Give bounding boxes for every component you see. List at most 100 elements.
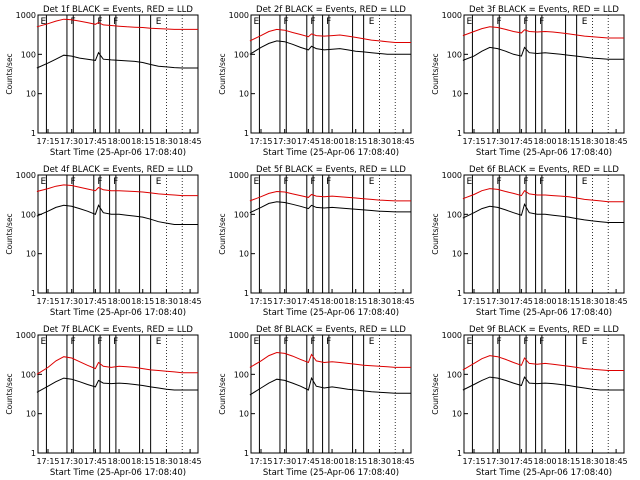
interval-marker: E [41, 17, 47, 27]
plot-frame [250, 174, 412, 294]
plot-frame [37, 334, 199, 454]
y-tick-label: 100 [21, 210, 36, 219]
x-tick-label: 17:45 [84, 457, 107, 466]
y-tick-label: 100 [447, 370, 462, 379]
x-tick-label: 18:30 [368, 137, 391, 146]
x-tick-label: 18:45 [392, 457, 415, 466]
interval-marker: F [284, 337, 289, 347]
series-line-events [36, 204, 198, 225]
series-line-lld [36, 356, 198, 375]
interval-marker: E [369, 337, 375, 347]
y-tick-label: 10 [239, 410, 249, 419]
y-tick-label: 1000 [229, 171, 249, 180]
interval-marker: E [467, 17, 473, 27]
y-tick-label: 1000 [16, 331, 36, 340]
y-tick-label: 10 [26, 410, 36, 419]
detector-panel: E F F F E 1 10 100 1000 17:15 17:30 17:45 18:00 18:15… [218, 5, 415, 158]
x-tick-label: 18:45 [392, 137, 415, 146]
x-tick-label: 17:45 [297, 457, 320, 466]
x-tick-label: 18:30 [368, 457, 391, 466]
x-tick-label: 18:30 [581, 297, 604, 306]
series-line-events [462, 46, 624, 61]
x-tick-label: 17:30 [486, 297, 509, 306]
interval-marker: F [97, 177, 102, 187]
chart-title: Det 6f BLACK = Events, RED = LLD [469, 165, 619, 175]
interval-marker: E [582, 177, 588, 187]
interval-marker: F [497, 17, 502, 27]
interval-marker: F [310, 17, 315, 27]
interval-marker: E [41, 337, 47, 347]
y-tick-label: 1000 [229, 11, 249, 20]
detector-panel: E F F F E 1 10 100 1000 17:15 17:30 17:45 18:00 18:15… [5, 165, 202, 318]
interval-marker: F [497, 337, 502, 347]
y-axis-label: Counts/sec [218, 373, 227, 414]
y-tick-label: 1 [457, 129, 462, 138]
detector-panel: E F F F E 1 10 100 1000 17:15 17:30 17:45 18:00 18:15… [5, 325, 202, 478]
interval-marker: E [254, 337, 260, 347]
y-tick-label: 1 [31, 129, 36, 138]
x-tick-label: 17:45 [297, 137, 320, 146]
x-tick-label: 17:15 [36, 297, 59, 306]
detector-panel: E F F F E 1 10 100 1000 17:15 17:30 17:45 18:00 18:15… [218, 165, 415, 318]
x-axis-label: Start Time (25-Apr-06 17:08:40) [476, 308, 612, 318]
interval-marker: F [71, 17, 76, 27]
x-tick-label: 17:30 [486, 457, 509, 466]
interval-marker: F [97, 17, 102, 27]
y-tick-label: 1 [31, 289, 36, 298]
y-tick-label: 1000 [442, 11, 462, 20]
x-tick-label: 18:15 [557, 457, 580, 466]
x-tick-label: 18:45 [179, 457, 202, 466]
series-line-lld [462, 355, 624, 371]
y-tick-label: 1 [457, 289, 462, 298]
plot-frame [463, 334, 625, 454]
x-tick-label: 18:30 [581, 137, 604, 146]
x-tick-label: 18:00 [321, 137, 344, 146]
interval-marker: F [284, 17, 289, 27]
interval-marker: F [326, 337, 331, 347]
x-tick-label: 17:30 [273, 457, 296, 466]
y-tick-label: 10 [26, 90, 36, 99]
y-axis-label: Counts/sec [218, 213, 227, 254]
interval-marker: E [467, 337, 473, 347]
plot-frame [37, 174, 199, 294]
x-axis-label: Start Time (25-Apr-06 17:08:40) [50, 148, 186, 158]
x-tick-label: 17:30 [60, 457, 83, 466]
interval-marker: E [254, 177, 260, 187]
x-tick-label: 17:30 [60, 137, 83, 146]
x-tick-label: 18:30 [155, 137, 178, 146]
plot-frame [463, 174, 625, 294]
x-tick-label: 17:15 [249, 297, 272, 306]
y-tick-label: 10 [452, 410, 462, 419]
x-tick-label: 17:15 [249, 137, 272, 146]
series-line-lld [36, 184, 198, 197]
x-tick-label: 18:00 [108, 137, 131, 146]
y-tick-label: 1 [244, 449, 249, 458]
x-tick-label: 18:15 [131, 457, 154, 466]
x-tick-label: 18:00 [321, 297, 344, 306]
y-axis-label: Counts/sec [218, 53, 227, 94]
x-axis-label: Start Time (25-Apr-06 17:08:40) [50, 308, 186, 318]
interval-marker: F [113, 337, 118, 347]
series-line-events [249, 201, 411, 214]
x-tick-label: 18:00 [534, 297, 557, 306]
y-tick-label: 1 [31, 449, 36, 458]
x-axis-label: Start Time (25-Apr-06 17:08:40) [263, 468, 399, 478]
x-tick-label: 18:00 [534, 457, 557, 466]
interval-marker: F [539, 337, 544, 347]
y-axis-label: Counts/sec [5, 373, 14, 414]
chart-title: Det 4f BLACK = Events, RED = LLD [43, 165, 193, 175]
interval-marker: F [71, 177, 76, 187]
x-tick-label: 17:30 [273, 297, 296, 306]
x-tick-label: 17:45 [84, 137, 107, 146]
x-tick-label: 18:45 [605, 297, 628, 306]
series-line-lld [249, 190, 411, 202]
x-axis-label: Start Time (25-Apr-06 17:08:40) [476, 468, 612, 478]
series-line-events [36, 377, 198, 393]
series-line-lld [249, 351, 411, 368]
x-axis-label: Start Time (25-Apr-06 17:08:40) [263, 308, 399, 318]
x-axis-label: Start Time (25-Apr-06 17:08:40) [50, 468, 186, 478]
y-tick-label: 10 [452, 250, 462, 259]
interval-marker: F [284, 177, 289, 187]
x-tick-label: 18:15 [131, 137, 154, 146]
interval-marker: E [582, 17, 588, 27]
